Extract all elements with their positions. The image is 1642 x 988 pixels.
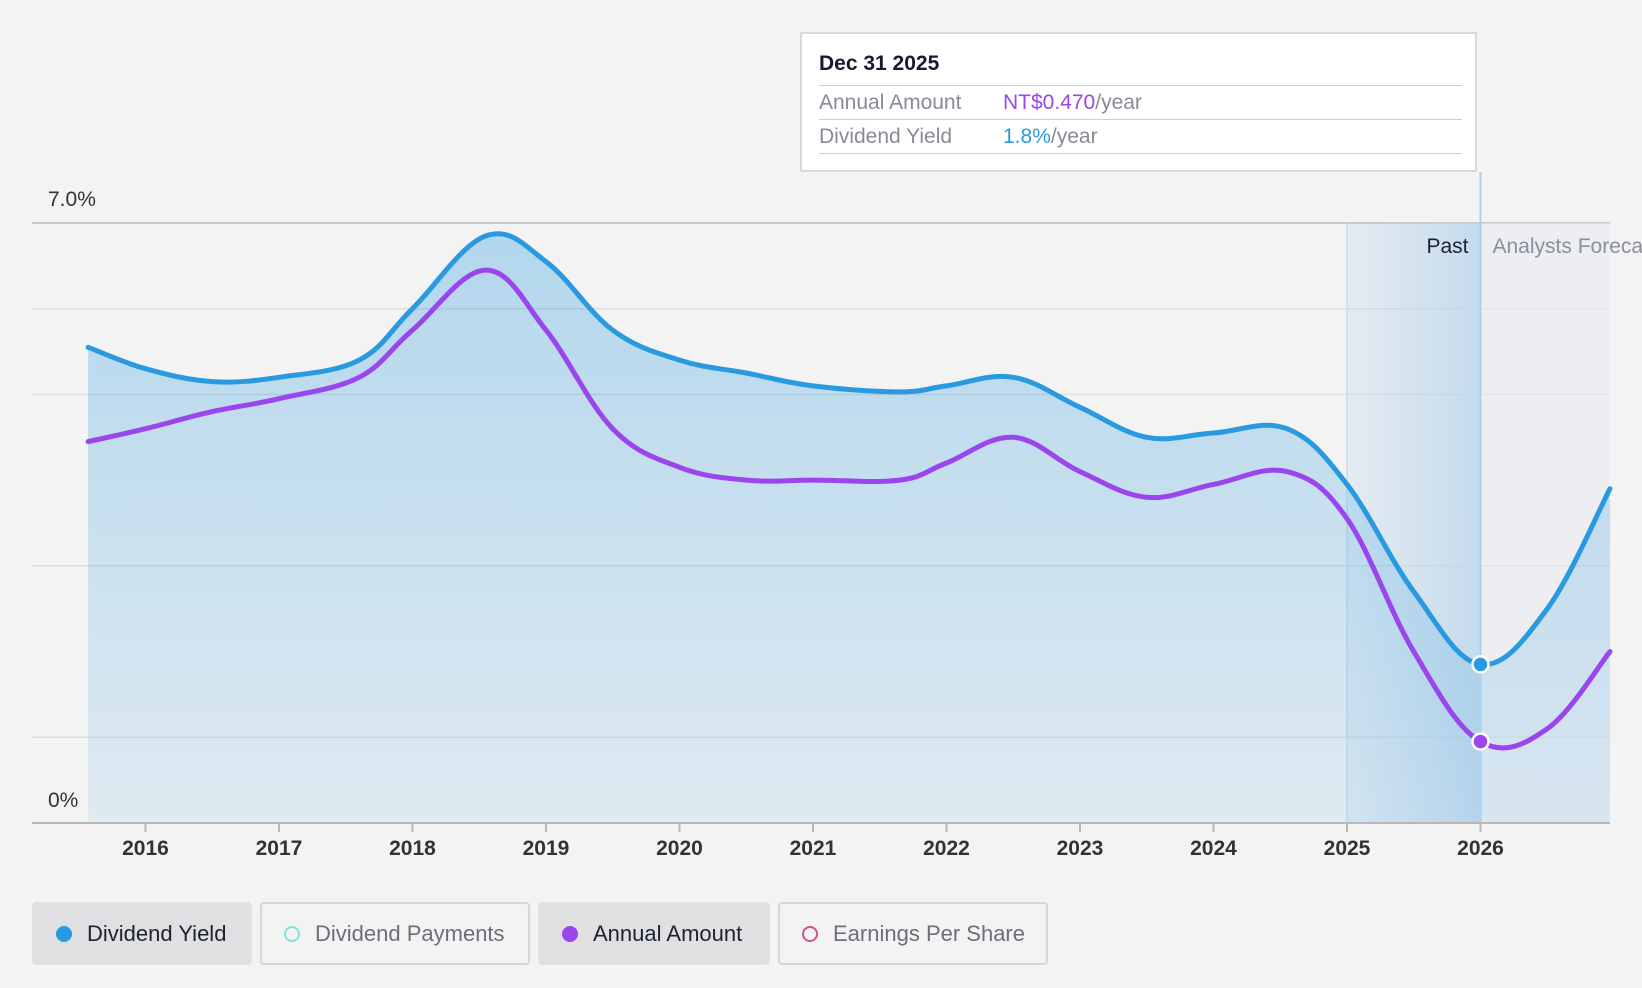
tooltip: Dec 31 2025 Annual Amount NT$0.470/year …	[800, 32, 1477, 172]
dividend-yield-marker[interactable]	[1471, 655, 1490, 674]
dividend-yield-line	[85, 231, 1613, 667]
y-axis-top-label: 7.0%	[48, 188, 96, 211]
legend-ring-icon	[802, 926, 818, 942]
legend-annual-amount[interactable]: Annual Amount	[538, 902, 770, 965]
legend-dot-icon	[56, 926, 72, 942]
legend-dot-icon	[562, 926, 578, 942]
legend-ring-icon	[284, 926, 300, 942]
forecast-region-label: Analysts Forecasts	[1493, 235, 1642, 258]
tooltip-row-dividend-yield: Dividend Yield 1.8%/year	[819, 119, 1462, 154]
legend-earnings-per-share[interactable]: Earnings Per Share	[778, 902, 1048, 965]
x-tick-label: 2021	[790, 837, 837, 860]
tooltip-label: Dividend Yield	[819, 125, 953, 148]
x-tick-label: 2026	[1457, 837, 1504, 860]
legend-dividend-payments[interactable]: Dividend Payments	[260, 902, 530, 965]
x-tick-label: 2018	[389, 837, 436, 860]
x-tick-label: 2023	[1057, 837, 1104, 860]
legend-dividend-yield[interactable]: Dividend Yield	[32, 902, 252, 965]
x-tick-label: 2019	[523, 837, 570, 860]
x-tick-label: 2024	[1190, 837, 1237, 860]
x-tick-label: 2020	[656, 837, 703, 860]
tooltip-unit: /year	[1095, 91, 1142, 114]
legend-label: Dividend Payments	[315, 921, 505, 946]
tooltip-value: 1.8%/year	[1003, 125, 1098, 149]
tooltip-value: NT$0.470/year	[1003, 91, 1142, 115]
tooltip-label: Annual Amount	[819, 91, 962, 114]
legend-label: Annual Amount	[593, 921, 743, 946]
x-tick-label: 2025	[1324, 837, 1371, 860]
tooltip-unit: /year	[1050, 125, 1098, 148]
dividend-yield-area	[88, 233, 1611, 823]
tooltip-yield-value: 1.8%	[1003, 125, 1051, 148]
y-axis-bottom-label: 0%	[48, 789, 78, 812]
legend-label: Dividend Yield	[87, 921, 227, 946]
x-tick-label: 2022	[923, 837, 970, 860]
x-tick-label: 2017	[256, 837, 303, 860]
tooltip-amount-value: NT$0.470	[1003, 91, 1096, 114]
annual-amount-marker[interactable]	[1471, 732, 1490, 751]
legend-label: Earnings Per Share	[833, 921, 1025, 946]
annual-amount-line	[85, 267, 1613, 751]
x-tick-label: 2016	[122, 837, 169, 860]
tooltip-date: Dec 31 2025	[819, 52, 940, 75]
tooltip-row-annual-amount: Annual Amount NT$0.470/year	[819, 85, 1462, 119]
past-region-label: Past	[1426, 235, 1468, 258]
